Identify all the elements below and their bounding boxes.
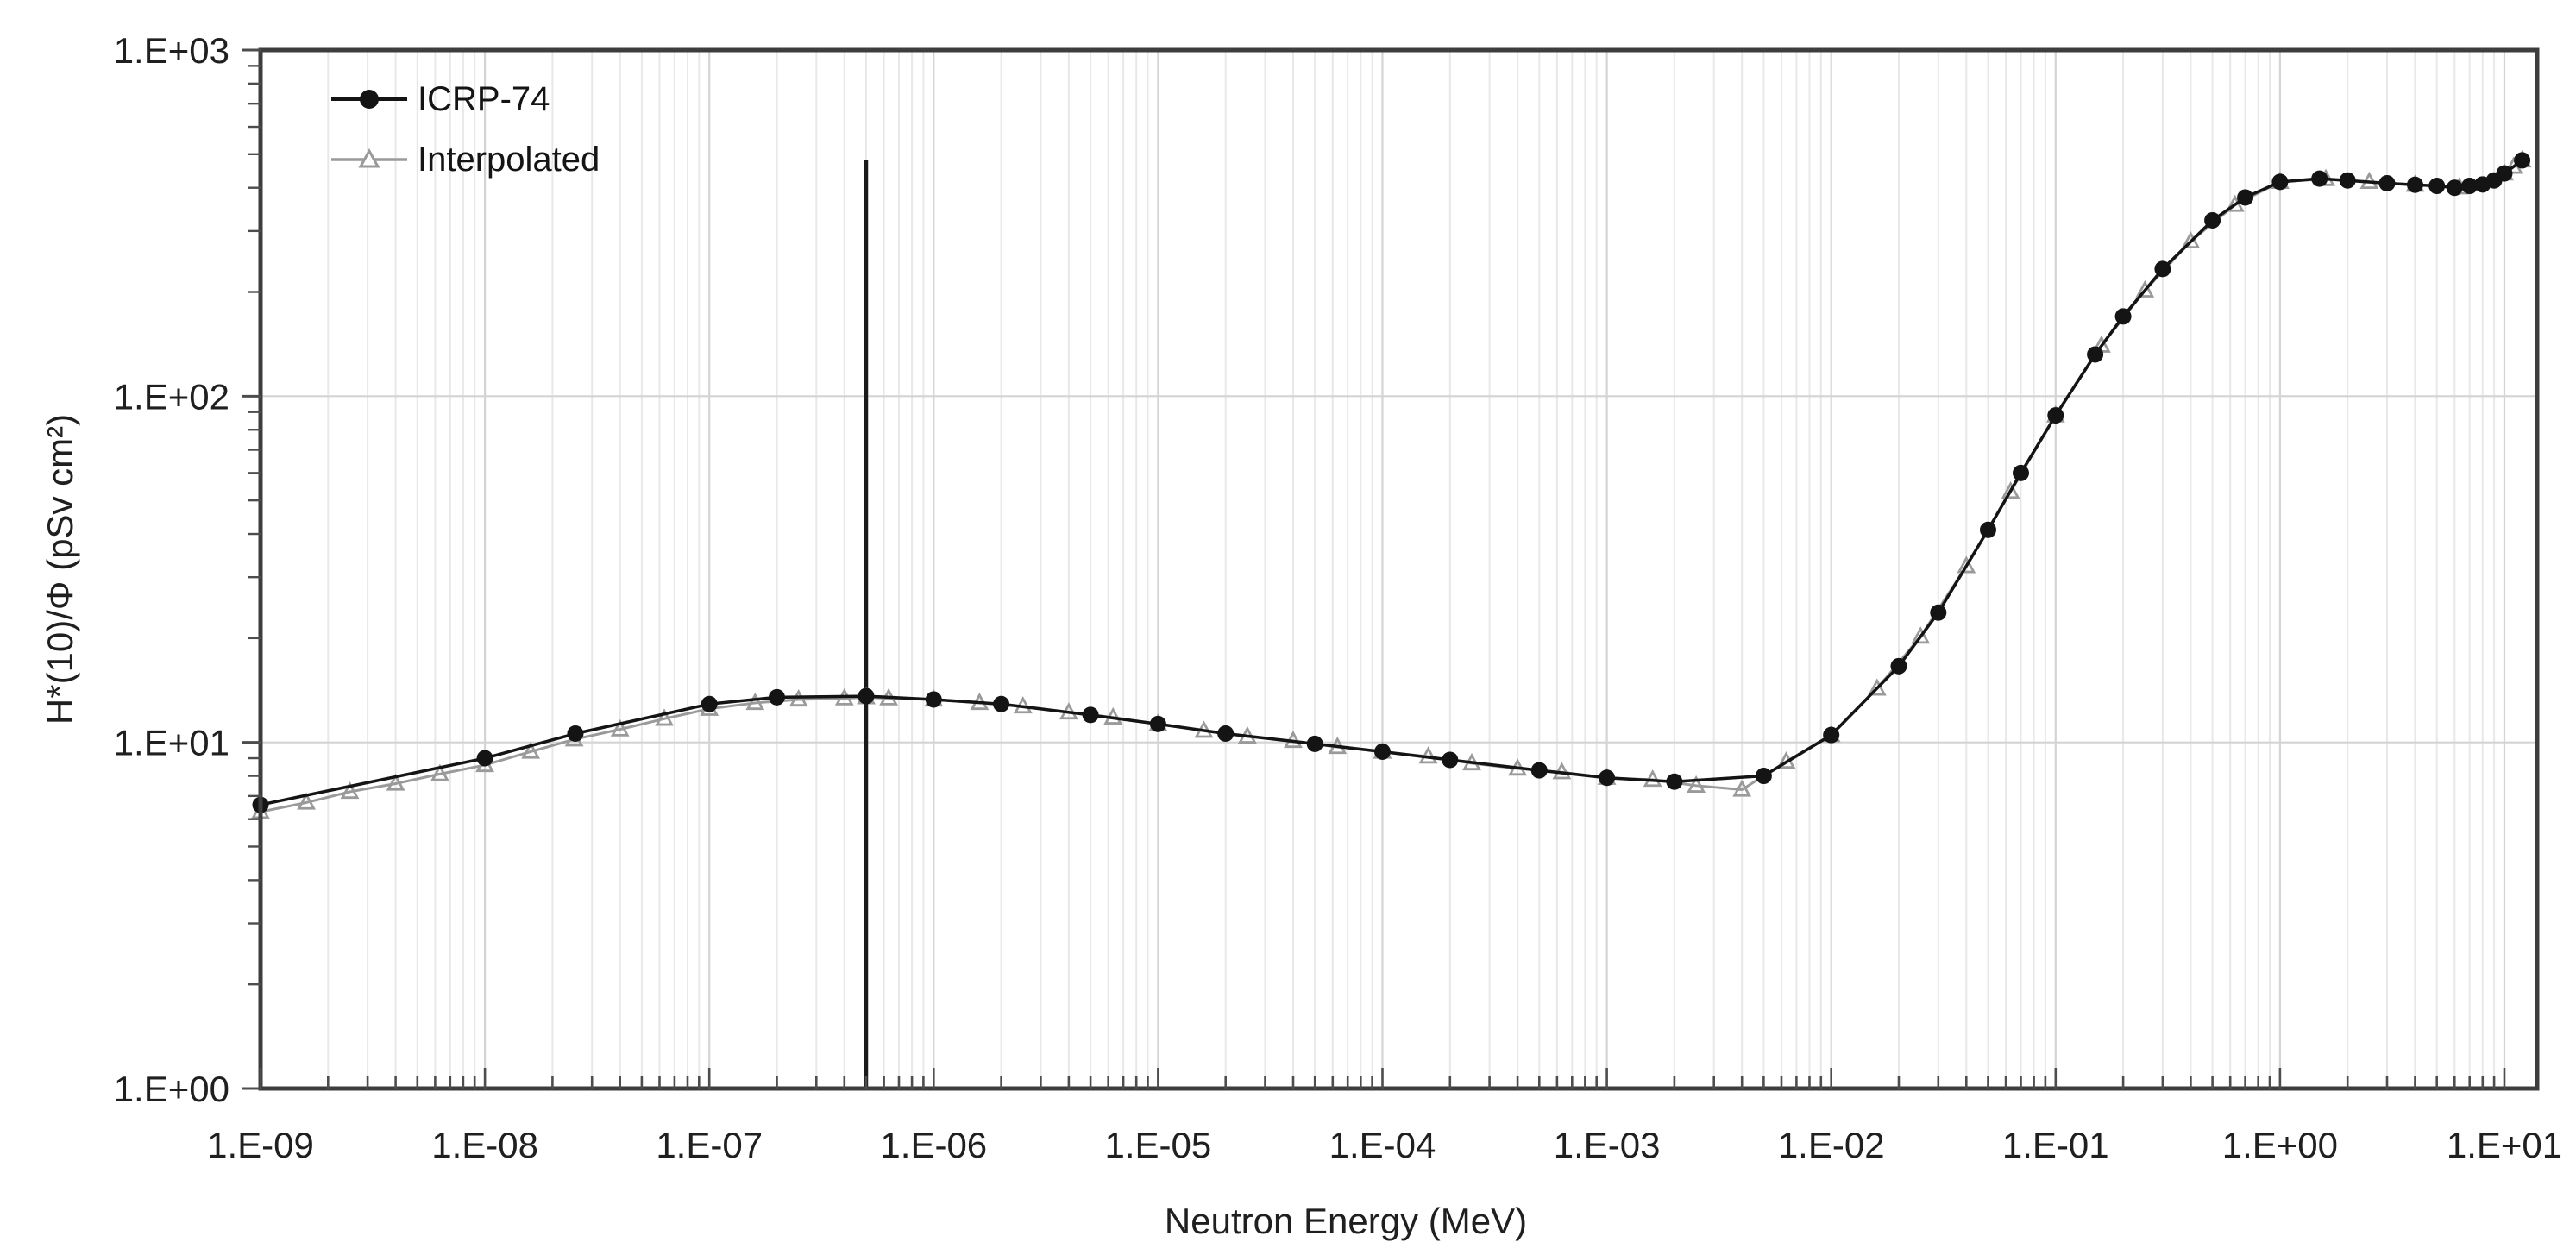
- data-point-triangle: [610, 718, 630, 737]
- data-point-circle: [476, 750, 493, 767]
- data-point-circle: [2047, 407, 2064, 424]
- data-point-circle: [2311, 170, 2328, 187]
- x-tick-label: 1.E-04: [1329, 1125, 1436, 1165]
- data-point-circle: [925, 691, 942, 708]
- x-tick-label: 1.E+00: [2222, 1125, 2338, 1165]
- data-point-circle: [1306, 735, 1323, 752]
- data-point-circle: [2428, 178, 2446, 195]
- data-point-circle: [993, 695, 1010, 712]
- x-axis-title: Neutron Energy (MeV): [1164, 1201, 1528, 1241]
- data-point-triangle: [386, 773, 405, 791]
- x-tick-label: 1.E-05: [1105, 1125, 1212, 1165]
- data-point-triangle: [1867, 678, 1887, 696]
- data-point-triangle: [1732, 779, 1752, 797]
- data-point-triangle: [430, 763, 449, 781]
- data-point-circle: [2514, 152, 2531, 169]
- data-point-circle: [2378, 175, 2396, 192]
- x-tick-label: 1.E-08: [431, 1125, 538, 1165]
- data-point-circle: [2446, 179, 2463, 197]
- data-point-triangle: [1911, 626, 1931, 644]
- data-point-circle: [567, 725, 584, 743]
- data-point-circle: [2154, 260, 2171, 278]
- y-tick-label: 1.E+02: [114, 376, 229, 417]
- data-point-triangle: [655, 708, 674, 726]
- x-tick-label: 1.E-09: [207, 1125, 314, 1165]
- plot-frame: [258, 47, 2540, 1091]
- data-point-triangle: [1957, 555, 1976, 574]
- data-point-triangle: [2001, 481, 2020, 499]
- data-point-circle: [2204, 212, 2221, 229]
- x-tick-label: 1.E-07: [656, 1125, 763, 1165]
- data-point-circle: [1930, 604, 1947, 621]
- data-point-circle: [1599, 769, 1616, 787]
- data-point-circle: [1082, 706, 1099, 724]
- series-line-icrp-74: [260, 159, 2523, 806]
- x-tick-label: 1.E-01: [2002, 1125, 2109, 1165]
- data-point-triangle: [521, 741, 541, 759]
- data-point-circle: [1217, 725, 1235, 743]
- data-point-circle: [2237, 189, 2254, 206]
- data-point-circle: [1666, 773, 1683, 790]
- y-axis-title: H*(10)/Φ (pSv cm²): [40, 413, 80, 725]
- data-point-circle: [1149, 715, 1166, 732]
- data-point-circle: [1890, 657, 1907, 675]
- y-tick-label: 1.E+00: [114, 1069, 229, 1109]
- filled-circle-marker-icon: [331, 90, 407, 109]
- series-line-interpolated: [260, 159, 2523, 813]
- legend-label-icrp74: ICRP-74: [418, 79, 550, 118]
- x-tick-label: 1.E-06: [880, 1125, 987, 1165]
- data-point-circle: [2339, 172, 2356, 189]
- data-point-circle: [2087, 346, 2104, 363]
- data-point-circle: [858, 687, 875, 705]
- data-point-triangle: [1687, 775, 1706, 793]
- data-point-circle: [2271, 173, 2289, 191]
- data-point-circle: [768, 688, 785, 706]
- y-tick-label: 1.E+01: [114, 723, 229, 763]
- data-point-circle: [2013, 464, 2030, 481]
- data-point-circle: [2406, 176, 2423, 193]
- legend: ICRP-74 Interpolated: [330, 72, 600, 186]
- data-point-triangle: [297, 792, 316, 810]
- y-tick-label: 1.E+03: [114, 30, 229, 71]
- data-point-circle: [1373, 743, 1391, 760]
- x-tick-label: 1.E+01: [2447, 1125, 2562, 1165]
- x-tick-label: 1.E-03: [1554, 1125, 1661, 1165]
- legend-label-interpolated: Interpolated: [418, 140, 600, 179]
- data-point-circle: [1442, 751, 1459, 769]
- legend-item-icrp74: ICRP-74: [330, 72, 600, 126]
- data-point-circle: [1530, 762, 1548, 779]
- data-point-circle: [1823, 726, 1840, 744]
- data-point-circle: [2461, 178, 2479, 195]
- data-point-triangle: [2181, 230, 2201, 249]
- data-point-triangle: [2135, 279, 2155, 298]
- data-point-circle: [1755, 768, 1772, 785]
- data-point-circle: [2114, 308, 2132, 325]
- x-tick-label: 1.E-02: [1778, 1125, 1885, 1165]
- open-triangle-marker-icon: [331, 147, 407, 168]
- data-point-triangle: [745, 693, 765, 711]
- legend-item-interpolated: Interpolated: [330, 133, 600, 186]
- data-point-triangle: [340, 781, 360, 800]
- data-point-circle: [1979, 521, 1996, 538]
- data-point-circle: [701, 695, 718, 712]
- data-point-circle: [2496, 165, 2513, 182]
